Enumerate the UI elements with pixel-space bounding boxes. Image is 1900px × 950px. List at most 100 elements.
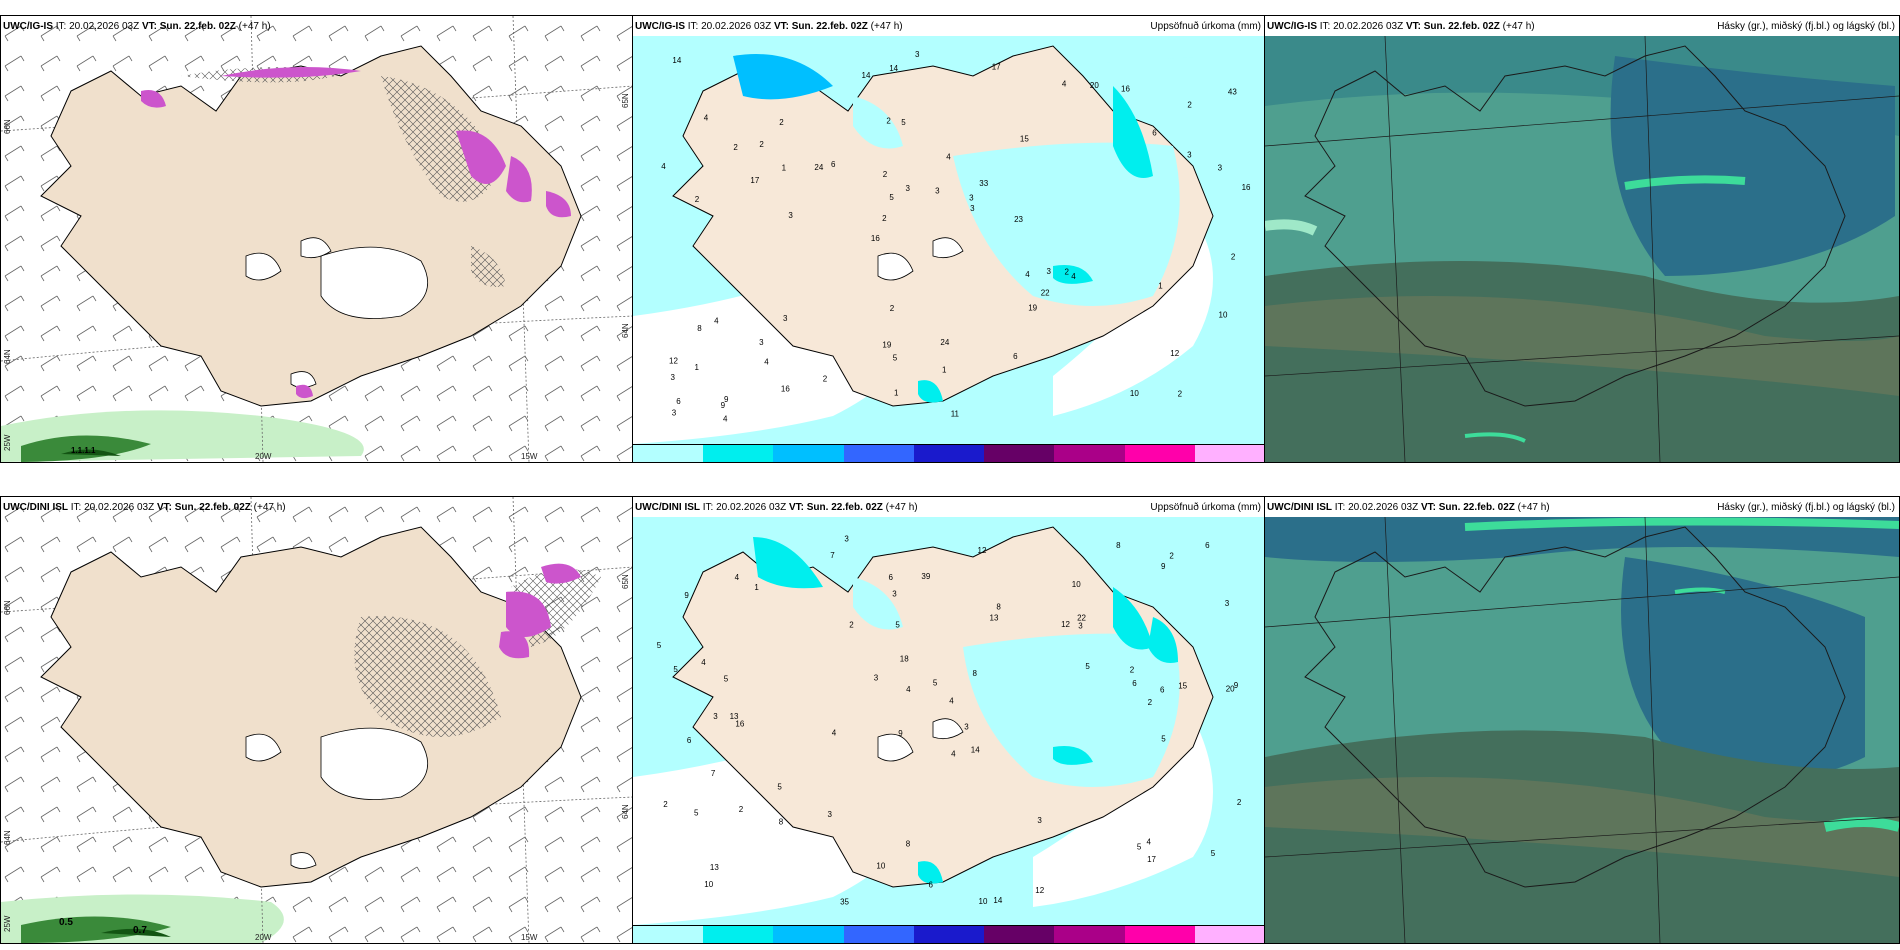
precip-value: 19	[882, 341, 891, 350]
precip-value: 3	[874, 674, 879, 683]
precip-value: 16	[871, 234, 880, 243]
lon-label: 20W	[255, 933, 272, 942]
precip-value: 5	[1085, 662, 1090, 671]
precip-value: 10	[1130, 389, 1139, 398]
panel-clouds-igis: UWC/IG-IS IT: 20.02.2026 03Z VT: Sun. 22…	[1264, 15, 1900, 463]
colorbar-cell	[773, 445, 845, 462]
colorbar-cell	[633, 445, 705, 462]
precip-value: 24	[940, 338, 949, 347]
lon-label: 20W	[255, 452, 272, 461]
precip-value: 3	[970, 204, 975, 213]
precip-value: 10	[1219, 310, 1228, 319]
panel-header: UWC/DINI ISL IT: 20.02.2026 03Z VT: Sun.…	[1267, 502, 1550, 513]
lat-label: 25W	[3, 434, 12, 451]
cloud-map	[1265, 35, 1899, 462]
precip-value: 4	[1062, 79, 1067, 88]
precip-value: 2	[759, 140, 764, 149]
precip-value: 4	[764, 358, 769, 367]
precip-value: 1	[894, 388, 899, 397]
precip-value: 5	[1137, 843, 1142, 852]
precip-value: 12	[1035, 886, 1044, 895]
precip-value: 18	[900, 655, 909, 664]
precip-value: 3	[1225, 599, 1230, 608]
precip-value: 17	[750, 176, 759, 185]
precip-value: 22	[1077, 613, 1086, 622]
precip-value: 20	[1090, 81, 1099, 90]
precip-value: 5	[933, 679, 938, 688]
precip-value: 13	[990, 614, 999, 623]
precip-value: 6	[831, 160, 836, 169]
precip-value: 2	[779, 118, 784, 127]
cloud-map	[1265, 516, 1899, 943]
precip-value: 8	[996, 602, 1001, 611]
precip-value: 2	[1148, 698, 1153, 707]
precip-value: 4	[1071, 272, 1076, 281]
precip-value: 3	[1047, 267, 1052, 276]
precip-value: 6	[687, 736, 692, 745]
precip-value: 4	[832, 729, 837, 738]
precip-value: 9	[724, 395, 729, 404]
precip-value: 8	[779, 818, 784, 827]
panel-precip-igis: UWC/IG-IS IT: 20.02.2026 03Z VT: Sun. 22…	[632, 15, 1266, 463]
precip-value: 5	[777, 783, 782, 792]
precip-value: 5	[1211, 849, 1216, 858]
precip-value: 2	[1169, 552, 1174, 561]
panel-header: UWC/DINI ISL IT: 20.02.2026 03Z VT: Sun.…	[3, 502, 286, 513]
precip-map: 2221615924463453344141643219524310122112…	[633, 36, 1265, 444]
precip-value: 9	[898, 729, 903, 738]
lat-label: 66N	[3, 119, 12, 134]
colorbar-cell	[773, 926, 845, 943]
precip-value: 16	[781, 384, 790, 393]
lat-label-right: 65N	[621, 93, 630, 108]
precip-value: 2	[663, 800, 668, 809]
precip-value: 15	[1178, 681, 1187, 690]
precip-value: 1	[754, 583, 759, 592]
panel-header: UWC/IG-IS IT: 20.02.2026 03Z VT: Sun. 22…	[1267, 21, 1535, 32]
precip-value: 5	[901, 118, 906, 127]
colorbar-cell	[1194, 445, 1265, 462]
wind-map	[1, 16, 633, 462]
precip-value: 3	[969, 194, 974, 203]
precip-value: 24	[814, 163, 823, 172]
precip-value: 2	[1065, 267, 1070, 276]
precip-value: 6	[889, 573, 894, 582]
precip-value: 1	[1158, 281, 1163, 290]
precip-value: 4	[1147, 838, 1152, 847]
panel-wind-dini: UWC/DINI ISL IT: 20.02.2026 03Z VT: Sun.…	[0, 496, 634, 944]
precip-value: 4	[1025, 270, 1030, 279]
precip-value: 23	[1014, 215, 1023, 224]
precip-value: 6	[676, 397, 681, 406]
precip-value: 16	[1242, 183, 1251, 192]
precip-value: 2	[739, 805, 744, 814]
precip-value: 3	[844, 535, 849, 544]
precip-value: 2	[1231, 253, 1236, 262]
precip-value: 20	[1226, 684, 1235, 693]
precip-value: 5	[673, 665, 678, 674]
precip-value: 10	[704, 880, 713, 889]
precip-value: 2	[823, 375, 828, 384]
precip-value: 12	[669, 357, 678, 366]
precip-value: 7	[711, 769, 716, 778]
lat-label: 66N	[3, 600, 12, 615]
precip-value: 5	[724, 674, 729, 683]
colorbar-cell	[1054, 445, 1126, 462]
precip-value: 3	[892, 590, 897, 599]
precip-value: 3	[783, 314, 788, 323]
precip-value: 3	[915, 50, 920, 59]
colorbar-cell	[1124, 926, 1196, 943]
panel-title: Hásky (gr.), miðský (fj.bl.) og lágský (…	[1717, 502, 1895, 513]
lat-label: 64N	[3, 830, 12, 845]
lat-label: 64N	[3, 349, 12, 364]
precip-colorbar: 110255075100150200400	[633, 444, 1265, 462]
precip-value: 3	[1037, 816, 1042, 825]
panel-header: UWC/IG-IS IT: 20.02.2026 03Z VT: Sun. 22…	[3, 21, 271, 32]
precip-value: 3	[1218, 164, 1223, 173]
precip-value: 2	[882, 214, 887, 223]
contour-label: 1.1.1.1	[71, 446, 96, 455]
precip-value: 10	[979, 897, 988, 906]
precip-value: 4	[951, 749, 956, 758]
colorbar-cell	[1194, 926, 1265, 943]
lat-label-right: 65N	[621, 574, 630, 589]
